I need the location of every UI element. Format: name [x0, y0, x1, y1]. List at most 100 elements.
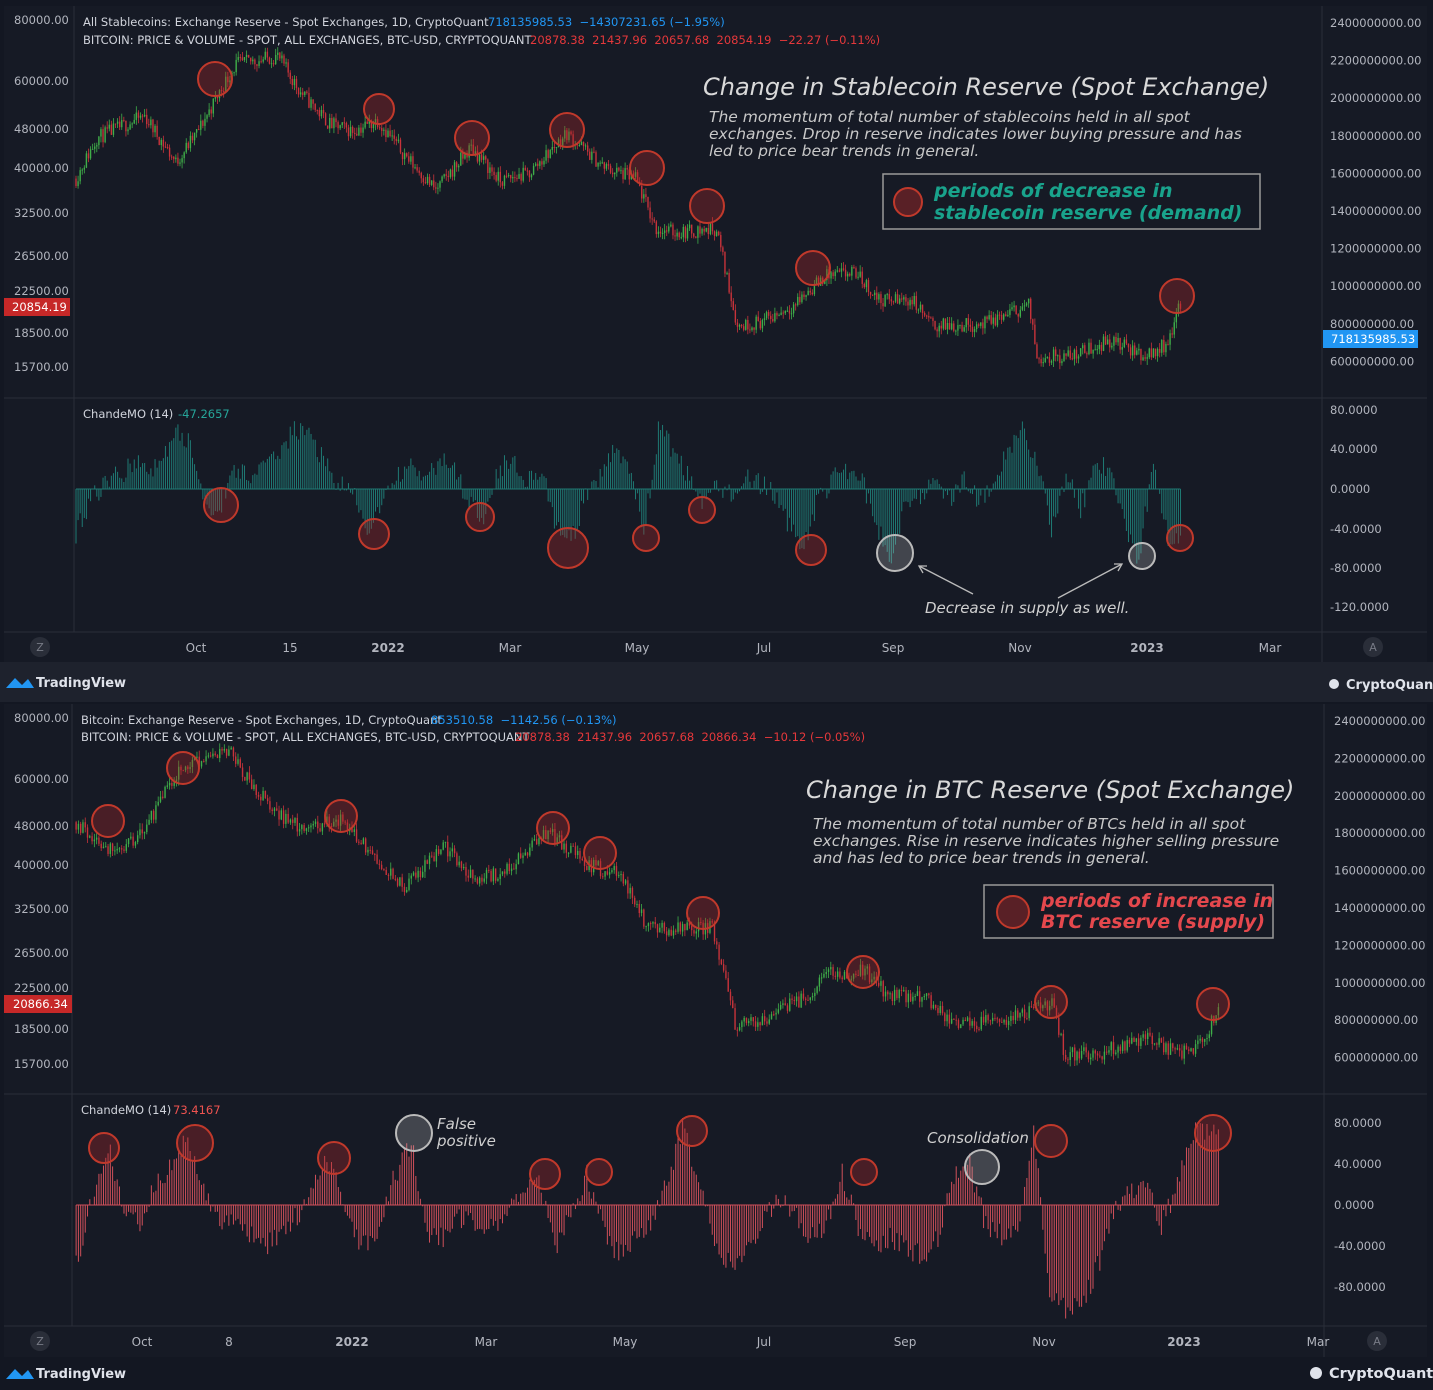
- candle-body[interactable]: [862, 964, 864, 976]
- candle-body[interactable]: [84, 822, 86, 828]
- candle-body[interactable]: [727, 978, 729, 992]
- candle-body[interactable]: [620, 874, 622, 876]
- candle-body[interactable]: [468, 145, 470, 158]
- candle-body[interactable]: [205, 756, 207, 762]
- candle-body[interactable]: [604, 871, 606, 877]
- candle-body[interactable]: [767, 312, 770, 316]
- candle-body[interactable]: [743, 1017, 745, 1022]
- candle-body[interactable]: [522, 855, 524, 858]
- candle-body[interactable]: [586, 145, 589, 152]
- candle-body[interactable]: [1108, 1050, 1110, 1053]
- candle-body[interactable]: [206, 115, 208, 119]
- candle-body[interactable]: [1059, 355, 1061, 364]
- candle-body[interactable]: [1015, 305, 1017, 315]
- candle-body[interactable]: [316, 109, 318, 111]
- candle-body[interactable]: [339, 125, 341, 129]
- candle-body[interactable]: [445, 174, 447, 176]
- candle-body[interactable]: [629, 887, 631, 894]
- candle-body[interactable]: [632, 173, 635, 177]
- candle-body[interactable]: [1128, 1040, 1131, 1044]
- candle-body[interactable]: [331, 117, 333, 129]
- candle-body[interactable]: [250, 779, 253, 790]
- candle-body[interactable]: [971, 1021, 973, 1026]
- candle-body[interactable]: [1115, 1052, 1117, 1054]
- candle-body[interactable]: [670, 224, 672, 227]
- candle-body[interactable]: [193, 757, 196, 760]
- candle-body[interactable]: [85, 153, 88, 168]
- candle-body[interactable]: [293, 78, 296, 86]
- candle-body[interactable]: [301, 825, 303, 830]
- candle-body[interactable]: [100, 129, 102, 137]
- candle-body[interactable]: [957, 1020, 960, 1028]
- candle-body[interactable]: [763, 318, 766, 320]
- candle-body[interactable]: [1048, 357, 1051, 363]
- candle-body[interactable]: [262, 59, 264, 62]
- candle-body[interactable]: [209, 755, 212, 757]
- candle-body[interactable]: [79, 170, 81, 182]
- candle-body[interactable]: [412, 872, 415, 876]
- candle-body[interactable]: [460, 152, 462, 166]
- candle-body[interactable]: [397, 139, 400, 142]
- candle-body[interactable]: [530, 174, 533, 178]
- candle-body[interactable]: [541, 161, 543, 165]
- candle-body[interactable]: [250, 57, 252, 62]
- candle-body[interactable]: [266, 51, 269, 58]
- candle-body[interactable]: [988, 315, 990, 320]
- candle-body[interactable]: [984, 316, 986, 329]
- candle-body[interactable]: [476, 151, 479, 162]
- candle-body[interactable]: [759, 321, 762, 329]
- candle-body[interactable]: [372, 124, 375, 129]
- candle-body[interactable]: [1055, 1007, 1058, 1018]
- candle-body[interactable]: [538, 838, 540, 845]
- candle-body[interactable]: [421, 871, 424, 878]
- candle-body[interactable]: [545, 830, 547, 840]
- candle-body[interactable]: [793, 999, 796, 1002]
- candle-body[interactable]: [451, 848, 454, 852]
- candle-body[interactable]: [643, 194, 645, 199]
- candle-body[interactable]: [973, 1021, 976, 1026]
- candle-body[interactable]: [1026, 1018, 1028, 1020]
- candle-body[interactable]: [326, 816, 328, 824]
- candle-body[interactable]: [353, 829, 355, 832]
- candle-body[interactable]: [535, 839, 538, 845]
- candle-body[interactable]: [302, 92, 304, 95]
- candle-body[interactable]: [823, 973, 825, 978]
- candle-body[interactable]: [636, 172, 639, 182]
- candle-body[interactable]: [852, 973, 855, 979]
- candle-body[interactable]: [528, 170, 531, 178]
- candle-body[interactable]: [268, 57, 271, 64]
- candle-body[interactable]: [1181, 1050, 1183, 1059]
- candle-body[interactable]: [1039, 1002, 1042, 1009]
- candle-body[interactable]: [688, 922, 691, 926]
- candle-body[interactable]: [699, 226, 701, 234]
- candle-body[interactable]: [345, 122, 348, 128]
- candle-body[interactable]: [830, 272, 832, 279]
- candle-body[interactable]: [557, 139, 560, 148]
- candle-body[interactable]: [513, 868, 515, 870]
- candle-body[interactable]: [1007, 1020, 1010, 1025]
- candle-body[interactable]: [971, 326, 974, 332]
- candle-body[interactable]: [824, 280, 826, 284]
- candle-body[interactable]: [595, 859, 597, 866]
- candle-body[interactable]: [1073, 349, 1076, 360]
- candle-body[interactable]: [75, 178, 77, 187]
- candle-body[interactable]: [489, 167, 491, 173]
- candle-body[interactable]: [298, 829, 301, 832]
- candle-body[interactable]: [549, 830, 552, 832]
- candle-body[interactable]: [846, 273, 849, 277]
- candle-body[interactable]: [991, 1017, 994, 1021]
- candle-body[interactable]: [335, 819, 337, 822]
- candle-body[interactable]: [299, 92, 302, 95]
- candle-body[interactable]: [182, 770, 184, 772]
- candle-body[interactable]: [125, 120, 127, 132]
- candle-body[interactable]: [285, 813, 287, 824]
- candle-body[interactable]: [1167, 1043, 1169, 1055]
- candle-body[interactable]: [100, 843, 102, 849]
- candle-body[interactable]: [668, 929, 670, 936]
- candle-body[interactable]: [690, 224, 693, 234]
- candle-body[interactable]: [652, 922, 654, 924]
- candle-body[interactable]: [114, 850, 116, 852]
- candle-body[interactable]: [1030, 298, 1032, 320]
- candle-body[interactable]: [568, 131, 570, 141]
- candle-body[interactable]: [866, 966, 868, 969]
